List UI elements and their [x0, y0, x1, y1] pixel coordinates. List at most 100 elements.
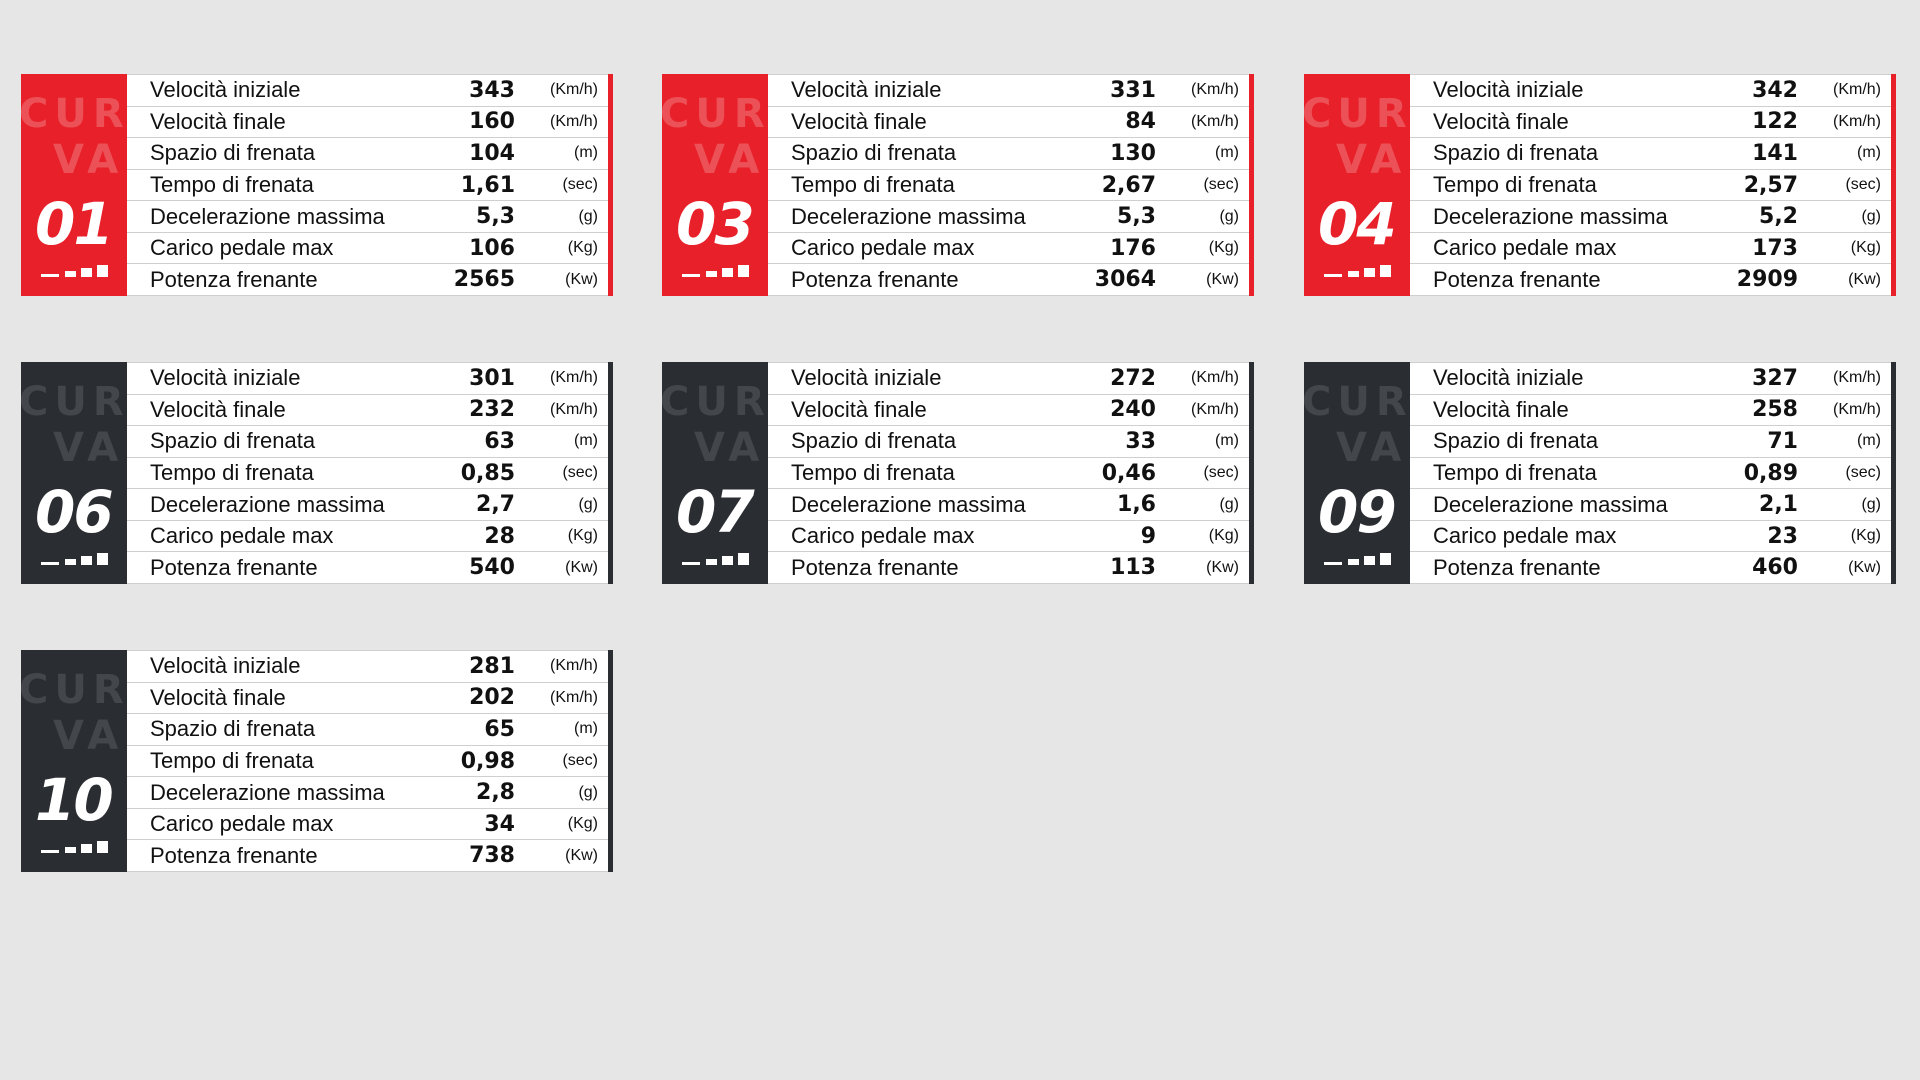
row-value: 0,89	[1743, 460, 1798, 486]
row-unit: (Kw)	[565, 270, 598, 288]
table-row: Tempo di frenata 0,85 (sec)	[127, 458, 608, 490]
row-unit: (sec)	[1203, 464, 1239, 482]
row-value: 63	[484, 428, 515, 454]
row-unit: (sec)	[1845, 176, 1881, 194]
row-unit: (Kw)	[565, 558, 598, 576]
row-label: Velocità finale	[791, 108, 927, 134]
row-value: 113	[1110, 555, 1156, 581]
corner-card-01: CUR VA 01 Velocità iniziale 343 (Km/h) Vel…	[21, 74, 613, 297]
corner-card-06: CUR VA 06 Velocità iniziale 301 (Km/h) Vel…	[21, 362, 613, 585]
row-unit: (Km/h)	[1191, 400, 1239, 418]
corner-badge: CUR VA 06	[21, 362, 127, 584]
row-unit: (g)	[578, 495, 598, 513]
row-value: 2,7	[476, 492, 515, 518]
card-edge	[608, 74, 613, 296]
row-label: Velocità finale	[150, 684, 286, 710]
row-value: 0,46	[1101, 460, 1156, 486]
row-value: 1,6	[1117, 492, 1156, 518]
row-unit: (m)	[1857, 432, 1881, 450]
row-label: Tempo di frenata	[150, 460, 314, 486]
row-value: 106	[469, 235, 515, 261]
corner-number: 01	[35, 190, 114, 258]
row-unit: (sec)	[562, 176, 598, 194]
row-label: Carico pedale max	[150, 523, 334, 549]
row-value: 343	[469, 77, 515, 103]
row-value: 0,85	[460, 460, 515, 486]
row-unit: (Kw)	[1848, 270, 1881, 288]
table-row: Decelerazione massima 5,3 (g)	[127, 201, 608, 233]
row-unit: (Kg)	[567, 527, 598, 545]
row-value: 23	[1767, 523, 1798, 549]
row-label: Velocità iniziale	[150, 77, 301, 103]
card-edge	[1249, 362, 1254, 584]
row-value: 9	[1140, 523, 1156, 549]
row-label: Decelerazione massima	[1433, 491, 1668, 517]
row-label: Decelerazione massima	[150, 491, 385, 517]
table-row: Potenza frenante 738 (Kw)	[127, 840, 608, 873]
corner-number: 09	[1318, 478, 1397, 546]
row-value: 327	[1752, 365, 1798, 391]
row-label: Potenza frenante	[791, 554, 959, 580]
row-unit: (m)	[1857, 144, 1881, 162]
speed-bars-icon	[1324, 263, 1404, 277]
row-value: 460	[1752, 555, 1798, 581]
row-value: 232	[469, 397, 515, 423]
row-label: Decelerazione massima	[150, 779, 385, 805]
row-label: Potenza frenante	[1433, 554, 1601, 580]
row-unit: (Km/h)	[1191, 369, 1239, 387]
table-row: Velocità finale 202 (Km/h)	[127, 683, 608, 715]
card-edge	[1249, 74, 1254, 296]
table-row: Potenza frenante 3064 (Kw)	[768, 264, 1249, 297]
corner-card-09: CUR VA 09 Velocità iniziale 327 (Km/h) Vel…	[1304, 362, 1896, 585]
table-row: Decelerazione massima 5,2 (g)	[1410, 201, 1891, 233]
table-row: Carico pedale max 9 (Kg)	[768, 521, 1249, 553]
badge-word-va: VA	[53, 713, 125, 759]
row-value: 130	[1110, 140, 1156, 166]
badge-word-va: VA	[694, 137, 766, 183]
row-unit: (Kg)	[1208, 527, 1239, 545]
row-value: 28	[484, 523, 515, 549]
table-row: Decelerazione massima 2,1 (g)	[1410, 489, 1891, 521]
row-label: Velocità finale	[791, 396, 927, 422]
row-label: Carico pedale max	[791, 523, 975, 549]
row-value: 141	[1752, 140, 1798, 166]
row-label: Velocità iniziale	[791, 77, 942, 103]
card-edge	[608, 650, 613, 872]
row-unit: (Km/h)	[550, 112, 598, 130]
row-value: 104	[469, 140, 515, 166]
table-row: Velocità iniziale 272 (Km/h)	[768, 362, 1249, 395]
table-row: Velocità iniziale 343 (Km/h)	[127, 74, 608, 107]
badge-word-va: VA	[1336, 137, 1408, 183]
row-value: 2,8	[476, 780, 515, 806]
corner-number: 04	[1318, 190, 1397, 258]
stats-table: Velocità iniziale 343 (Km/h) Velocità fina…	[127, 74, 608, 297]
row-unit: (Km/h)	[1191, 112, 1239, 130]
card-edge	[1891, 74, 1896, 296]
row-label: Velocità iniziale	[1433, 365, 1584, 391]
badge-word-cur: CUR	[21, 379, 127, 425]
row-value: 160	[469, 109, 515, 135]
row-label: Velocità finale	[1433, 108, 1569, 134]
row-value: 71	[1767, 428, 1798, 454]
row-label: Tempo di frenata	[791, 460, 955, 486]
table-row: Velocità iniziale 342 (Km/h)	[1410, 74, 1891, 107]
row-unit: (Kw)	[1206, 270, 1239, 288]
speed-bars-icon	[1324, 551, 1404, 565]
row-value: 5,3	[1117, 204, 1156, 230]
table-row: Carico pedale max 106 (Kg)	[127, 233, 608, 265]
table-row: Carico pedale max 23 (Kg)	[1410, 521, 1891, 553]
row-unit: (Kg)	[567, 815, 598, 833]
table-row: Spazio di frenata 71 (m)	[1410, 426, 1891, 458]
table-row: Spazio di frenata 33 (m)	[768, 426, 1249, 458]
row-value: 2,1	[1759, 492, 1798, 518]
row-unit: (Kg)	[1850, 239, 1881, 257]
table-row: Spazio di frenata 63 (m)	[127, 426, 608, 458]
row-label: Velocità finale	[1433, 396, 1569, 422]
corner-badge: CUR VA 01	[21, 74, 127, 296]
table-row: Velocità iniziale 331 (Km/h)	[768, 74, 1249, 107]
row-value: 5,2	[1759, 204, 1798, 230]
badge-word-cur: CUR	[21, 91, 127, 137]
row-unit: (Km/h)	[1833, 369, 1881, 387]
table-row: Velocità finale 84 (Km/h)	[768, 107, 1249, 139]
corner-badge: CUR VA 07	[662, 362, 768, 584]
